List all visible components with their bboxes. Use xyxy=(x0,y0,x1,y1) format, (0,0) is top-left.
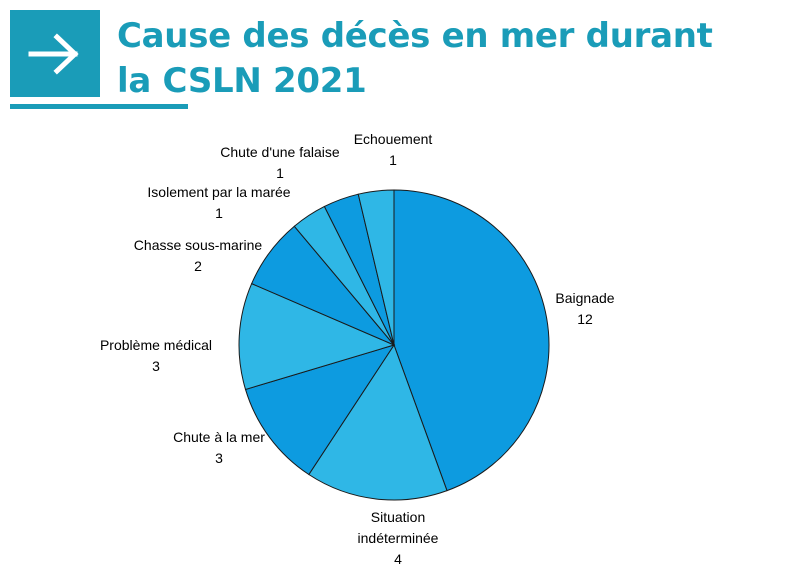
title-line-1: Cause des décès en mer durant xyxy=(117,16,713,56)
slice-label-chute-a-la-mer: Chute à la mer 3 xyxy=(173,429,265,466)
slice-value-chute-d-une-falaise: 1 xyxy=(276,165,284,181)
slice-label-isolement-par-la-maree: Isolement par la marée 1 xyxy=(147,184,290,221)
pie-labels: Baignade 12 Situation indéterminée 4 Chute à … xyxy=(100,131,615,567)
arrow-badge xyxy=(10,10,100,97)
slice-label-situation-indeterminee: Situation indéterminée 4 xyxy=(358,509,439,567)
slice-value-echouement: 1 xyxy=(389,152,397,168)
title-underline xyxy=(10,104,188,109)
arrow-right-icon xyxy=(28,32,79,75)
title-line-2: la CSLN 2021 xyxy=(117,61,367,101)
slice-value-situation-indeterminee: 4 xyxy=(394,551,402,567)
slice-label-chasse-sous-marine: Chasse sous-marine 2 xyxy=(134,237,263,274)
pie-slice-situation-indeterminee xyxy=(308,343,448,501)
pie-slice-echouement xyxy=(357,189,395,346)
page-title: Cause des décès en mer durant la CSLN 20… xyxy=(117,14,757,104)
slice-label-echouement: Echouement 1 xyxy=(354,131,433,168)
slice-label-chute-d-une-falaise: Chute d'une falaise 1 xyxy=(220,144,340,181)
slice-value-isolement-par-la-maree: 1 xyxy=(215,205,223,221)
pie-slices xyxy=(238,189,550,501)
pie-slice-chute-a-la-mer xyxy=(244,344,396,476)
slice-value-baignade: 12 xyxy=(577,311,593,327)
pie-slice-baignade xyxy=(393,189,550,492)
pie-slice-probleme-medical xyxy=(238,282,396,391)
slice-value-chute-a-la-mer: 3 xyxy=(215,450,223,466)
slice-label-baignade: Baignade 12 xyxy=(555,290,614,327)
slice-value-chasse-sous-marine: 2 xyxy=(194,258,202,274)
slice-label-probleme-medical: Problème médical 3 xyxy=(100,337,212,374)
slice-value-probleme-medical: 3 xyxy=(152,358,160,374)
